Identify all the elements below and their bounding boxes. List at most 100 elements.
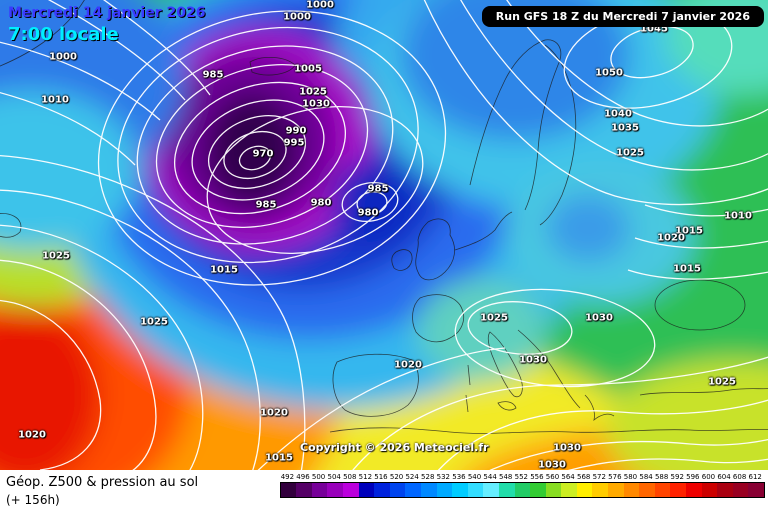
colorbar-swatch <box>545 483 562 497</box>
coastlines <box>0 0 768 434</box>
pressure-label: 990 <box>285 125 307 137</box>
valid-time-label: 7:00 locale <box>8 24 119 45</box>
colorbar-swatch <box>686 483 702 497</box>
pressure-label: 1025 <box>480 312 508 324</box>
pressure-label: 1040 <box>604 108 632 120</box>
valid-date-label: Mercredi 14 janvier 2026 <box>8 5 206 21</box>
pressure-label: 1030 <box>519 354 547 366</box>
pressure-label: 1010 <box>41 94 69 106</box>
colorbar-labels: 492 496 500 504 508 512 516 520 524 528 532 536 540 5… <box>280 473 765 482</box>
copyright-label: Copyright © 2026 Meteociel.fr <box>300 441 489 454</box>
colorbar-swatch <box>280 483 297 497</box>
pressure-label: 1025 <box>42 250 70 262</box>
colorbar-value: 500 <box>311 473 326 481</box>
colorbar-swatch <box>420 483 437 497</box>
pressure-label: 1030 <box>302 98 330 110</box>
model-run-label: Run GFS 18 Z du Mercredi 7 janvier 2026 <box>481 6 764 27</box>
pressure-label: 1025 <box>616 147 644 159</box>
isobars <box>0 0 768 470</box>
colorbar-swatch <box>311 483 328 497</box>
pressure-label: 1010 <box>724 210 752 222</box>
pressure-label: 1000 <box>283 11 311 23</box>
colorbar-value: 524 <box>405 473 419 481</box>
colorbar-swatch <box>530 483 546 497</box>
colorbar-value: 600 <box>701 473 716 481</box>
colorbar-swatch <box>452 483 468 497</box>
colorbar-swatch <box>639 483 655 497</box>
pressure-label: 995 <box>283 137 305 149</box>
colorbar-swatch <box>483 483 499 497</box>
colorbar-swatch <box>592 483 609 497</box>
colorbar-swatch <box>561 483 577 497</box>
colorbar-value: 516 <box>374 473 388 481</box>
pressure-label: 1015 <box>210 264 238 276</box>
colorbar-swatch <box>608 483 624 497</box>
colorbar-swatch <box>514 483 531 497</box>
pressure-label: 1020 <box>260 407 288 419</box>
forecast-lead-time: (+ 156h) <box>6 493 60 507</box>
pressure-label: 1030 <box>538 459 566 471</box>
pressure-label: 1025 <box>708 376 736 388</box>
colorbar-value: 608 <box>732 473 747 481</box>
colorbar-value: 592 <box>670 473 684 481</box>
pressure-label: 1015 <box>673 263 701 275</box>
pressure-label: 1020 <box>657 232 685 244</box>
pressure-label: 1030 <box>585 312 613 324</box>
pressure-label: 1020 <box>394 359 422 371</box>
colorbar-swatch <box>436 483 453 497</box>
colorbar-value: 588 <box>654 473 669 481</box>
pressure-label: 1000 <box>49 51 77 63</box>
colorbar-swatch <box>670 483 687 497</box>
colorbar-value: 596 <box>686 473 700 481</box>
pressure-label: 1015 <box>675 225 703 237</box>
colorbar-swatch <box>358 483 375 497</box>
colorbar-swatch <box>342 483 359 497</box>
pressure-label: 1050 <box>595 67 623 79</box>
colorbar-value: 604 <box>717 473 731 481</box>
colorbar-swatch <box>389 483 406 497</box>
colorbar-value: 612 <box>748 473 762 481</box>
colorbar-value: 564 <box>561 473 575 481</box>
pressure-label: 980 <box>357 207 379 219</box>
pressure-label: 970 <box>252 148 274 160</box>
colorbar-swatch <box>405 483 421 497</box>
colorbar-swatch <box>327 483 343 497</box>
colorbar-swatch <box>732 483 749 497</box>
colorbar-value: 492 <box>280 473 295 481</box>
pressure-labels: 1000 1010 985 1000 1000 1005 1025 1030 990 995 970… <box>18 0 752 471</box>
colorbar-value: 584 <box>639 473 653 481</box>
weather-map: 1000 1010 985 1000 1000 1005 1025 1030 990 995 970… <box>0 0 768 470</box>
colorbar-value: 508 <box>343 473 357 481</box>
colorbar-value: 572 <box>592 473 606 481</box>
colorbar-value: 568 <box>576 473 591 481</box>
colorbar-value: 544 <box>483 473 497 481</box>
colorbar-swatch <box>717 483 733 497</box>
colorbar-value: 512 <box>358 473 373 481</box>
product-title: Géop. Z500 & pression au sol <box>6 475 199 490</box>
colorbar-value: 552 <box>514 473 528 481</box>
weather-map-svg <box>0 0 768 470</box>
colorbar-swatch <box>623 483 640 497</box>
pressure-label: 985 <box>202 69 224 81</box>
colorbar-strip <box>279 482 765 498</box>
colorbar-value: 576 <box>608 473 622 481</box>
colorbar-value: 580 <box>623 473 638 481</box>
legend-bar: Géop. Z500 & pression au sol (+ 156h) 49… <box>0 470 768 512</box>
pressure-label: 980 <box>310 197 332 209</box>
pressure-label: 1015 <box>265 452 293 464</box>
colorbar-value: 520 <box>389 473 404 481</box>
colorbar-value: 560 <box>545 473 560 481</box>
colorbar-value: 532 <box>436 473 451 481</box>
colorbar-swatch <box>701 483 718 497</box>
colorbar-swatch <box>748 483 764 497</box>
colorbar-value: 540 <box>467 473 482 481</box>
pressure-label: 1045 <box>640 23 668 35</box>
pressure-label: 1025 <box>140 316 168 328</box>
colorbar: 492 496 500 504 508 512 516 520 524 528 532 536 540 5… <box>279 473 765 498</box>
pressure-label: 1030 <box>553 442 581 454</box>
pressure-label: 1020 <box>18 429 46 441</box>
colorbar-swatch <box>296 483 312 497</box>
colorbar-value: 556 <box>530 473 544 481</box>
pressure-label: 1025 <box>299 86 327 98</box>
